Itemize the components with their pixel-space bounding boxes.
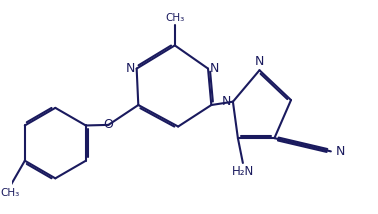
Text: N: N bbox=[222, 95, 231, 108]
Text: O: O bbox=[104, 118, 113, 131]
Text: CH₃: CH₃ bbox=[0, 188, 20, 198]
Text: N: N bbox=[210, 62, 219, 75]
Text: H₂N: H₂N bbox=[232, 165, 254, 178]
Text: N: N bbox=[336, 145, 345, 158]
Text: CH₃: CH₃ bbox=[165, 13, 184, 23]
Text: N: N bbox=[255, 55, 264, 68]
Text: N: N bbox=[125, 62, 135, 75]
